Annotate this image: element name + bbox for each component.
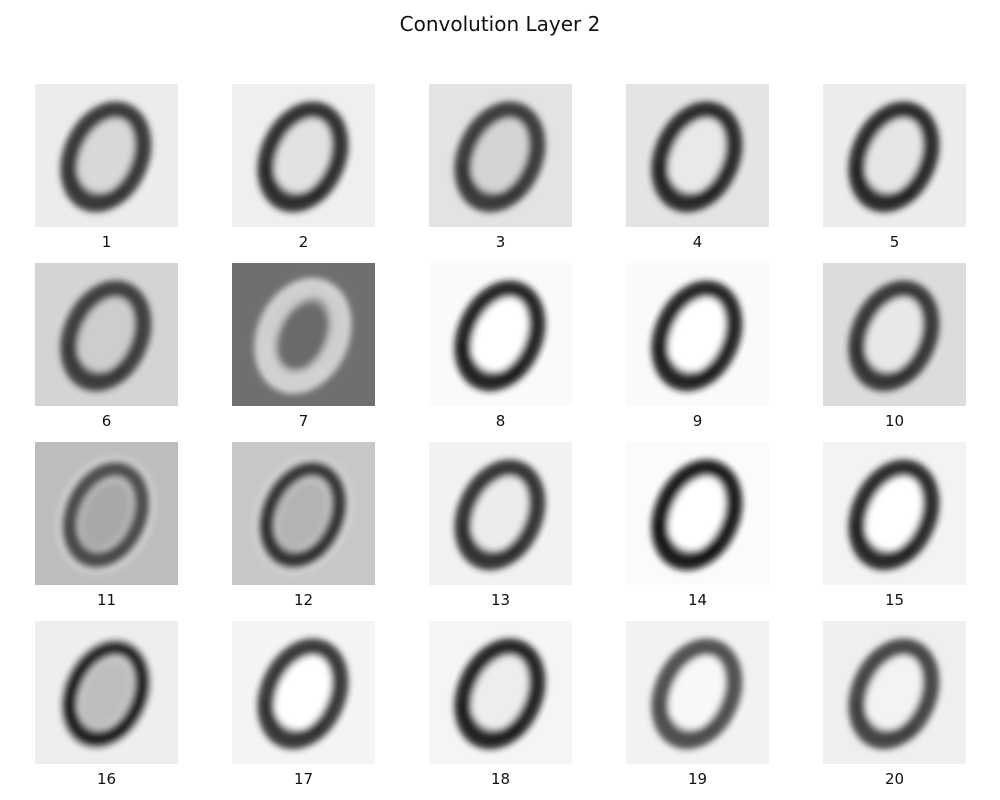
feature-map-8	[429, 263, 572, 406]
panel-label: 13	[490, 591, 511, 609]
feature-map-image	[232, 263, 375, 406]
feature-map-image	[823, 442, 966, 585]
feature-map-image	[823, 263, 966, 406]
feature-map-image	[823, 621, 966, 764]
feature-map-image	[35, 84, 178, 227]
feature-map-5	[823, 84, 966, 227]
feature-map-11	[35, 442, 178, 585]
panel-label: 3	[495, 233, 506, 251]
feature-map-image	[429, 442, 572, 585]
feature-map-image	[35, 263, 178, 406]
panel-label: 9	[692, 412, 703, 430]
feature-map-17	[232, 621, 375, 764]
panel-label: 6	[101, 412, 112, 430]
feature-map-18	[429, 621, 572, 764]
feature-map-3	[429, 84, 572, 227]
feature-map-image	[823, 84, 966, 227]
panel-label: 1	[101, 233, 112, 251]
panel-label: 17	[293, 770, 314, 788]
feature-map-image	[232, 442, 375, 585]
feature-map-7	[232, 263, 375, 406]
feature-map-9	[626, 263, 769, 406]
panel-label: 11	[96, 591, 117, 609]
feature-map-image	[232, 621, 375, 764]
feature-map-image	[35, 442, 178, 585]
feature-map-16	[35, 621, 178, 764]
feature-map-image	[35, 621, 178, 764]
feature-map-13	[429, 442, 572, 585]
panel-label: 14	[687, 591, 708, 609]
feature-map-1	[35, 84, 178, 227]
panel-label: 5	[889, 233, 900, 251]
feature-map-10	[823, 263, 966, 406]
feature-map-image	[626, 621, 769, 764]
panel-label: 18	[490, 770, 511, 788]
panel-label: 15	[884, 591, 905, 609]
panel-label: 4	[692, 233, 703, 251]
feature-map-2	[232, 84, 375, 227]
panel-label: 16	[96, 770, 117, 788]
feature-map-image	[626, 263, 769, 406]
panel-label: 8	[495, 412, 506, 430]
feature-map-14	[626, 442, 769, 585]
feature-map-image	[626, 84, 769, 227]
panel-label: 2	[298, 233, 309, 251]
feature-map-12	[232, 442, 375, 585]
feature-map-image	[429, 263, 572, 406]
panel-label: 12	[293, 591, 314, 609]
panel-label: 10	[884, 412, 905, 430]
feature-map-15	[823, 442, 966, 585]
panel-label: 20	[884, 770, 905, 788]
feature-map-20	[823, 621, 966, 764]
feature-map-19	[626, 621, 769, 764]
panel-label: 7	[298, 412, 309, 430]
figure-title: Convolution Layer 2	[399, 12, 601, 36]
feature-map-image	[429, 84, 572, 227]
feature-map-image	[626, 442, 769, 585]
feature-map-6	[35, 263, 178, 406]
feature-map-image	[429, 621, 572, 764]
feature-map-image	[232, 84, 375, 227]
panel-label: 19	[687, 770, 708, 788]
feature-map-4	[626, 84, 769, 227]
